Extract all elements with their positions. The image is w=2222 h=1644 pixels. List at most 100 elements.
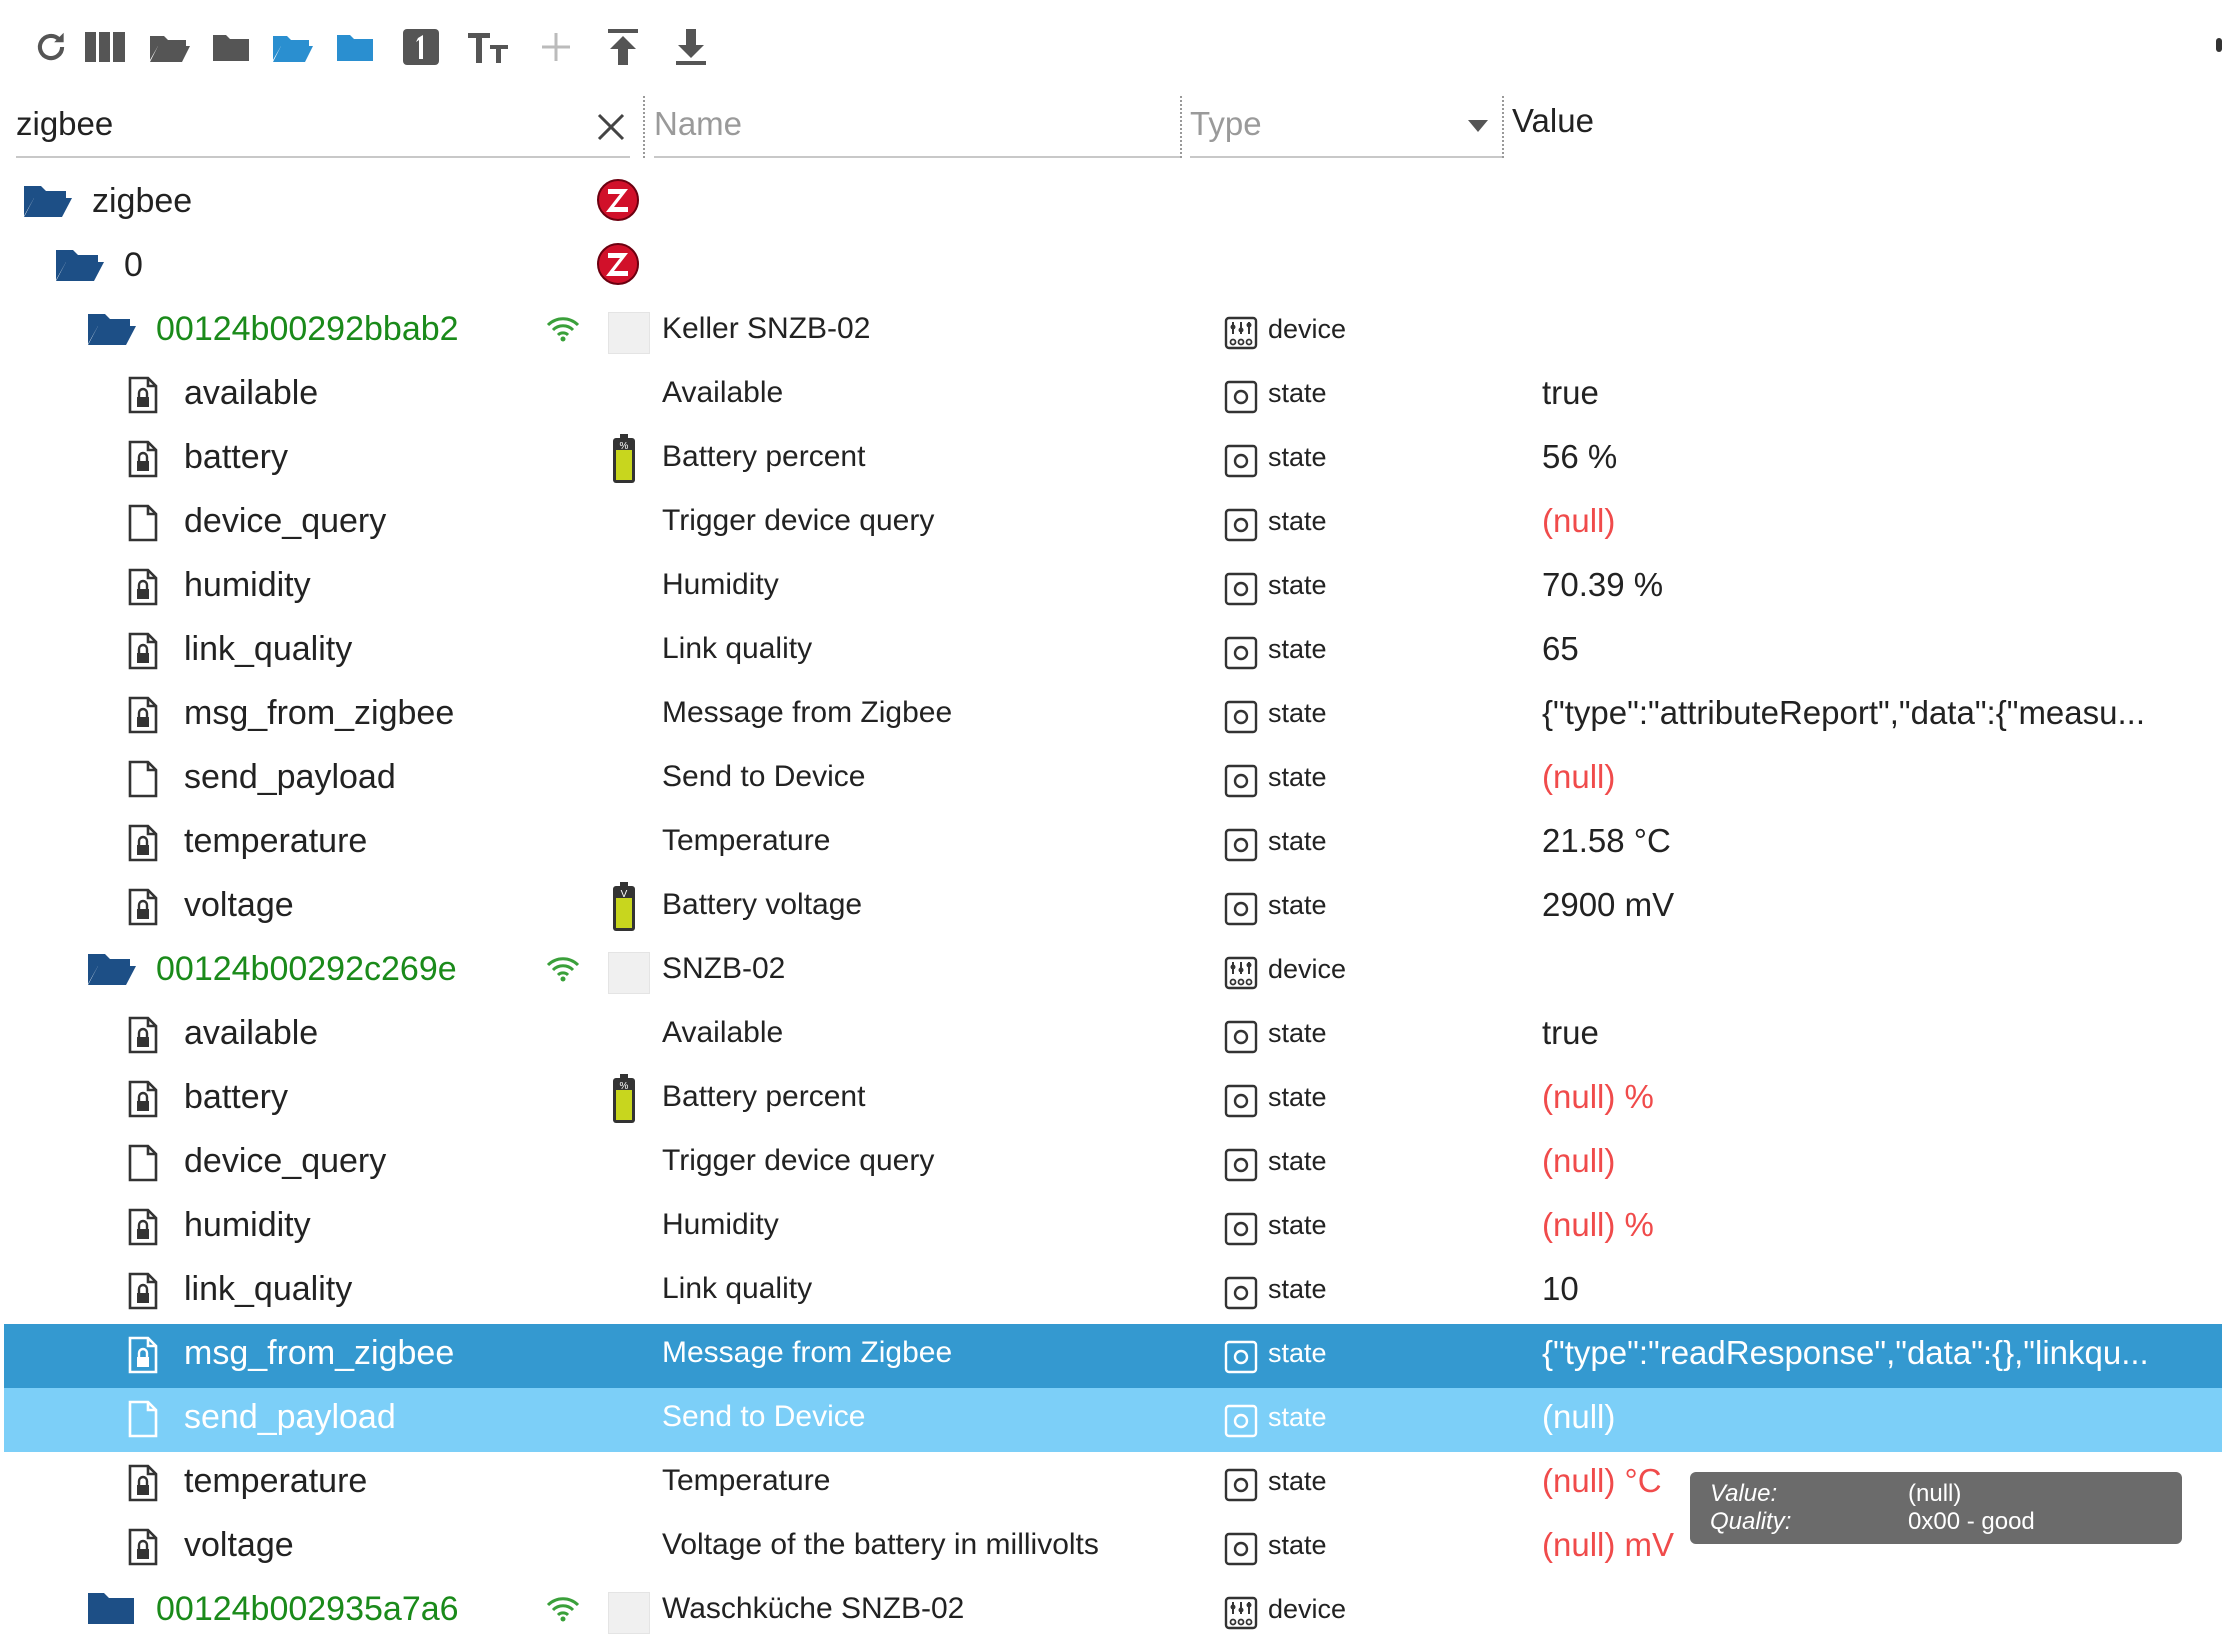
state-type-label: state [1268,506,1327,536]
state-value[interactable]: (null) [1542,1398,1616,1435]
wifi-signal-icon [546,1596,580,1627]
state-value[interactable]: {"type":"readResponse","data":{},"linkqu… [1542,1334,2149,1371]
tree-row-instance[interactable]: 0 [4,236,2222,300]
state-type-label: state [1268,1210,1327,1240]
folder-open-icon[interactable] [88,952,136,991]
folder-open-icon[interactable] [24,184,72,223]
state-id: send_payload [184,1398,396,1436]
tree-row-state[interactable]: send_payload Send to Device state (null) [4,1388,2222,1452]
state-value[interactable]: 2900 mV [1542,886,1675,923]
folder-open-icon[interactable] [145,22,195,72]
refresh-icon[interactable] [26,22,76,72]
state-type-icon [1224,1148,1258,1187]
state-type-icon [1224,1532,1258,1571]
state-type-label: state [1268,762,1327,792]
tree-row-state[interactable]: msg_from_zigbee Message from Zigbee state {… [4,1324,2222,1388]
state-value[interactable]: (null) % [1542,1206,1654,1243]
type-filter-select[interactable] [1190,96,1502,152]
tree-row-state[interactable]: send_payload Send to Device state (null) [4,748,2222,812]
tree-row-state[interactable]: temperature Temperature state (null) °C [4,1452,2222,1516]
state-type-label: state [1268,442,1327,472]
state-type-icon [1224,1020,1258,1059]
state-locked-file-icon [128,1016,158,1059]
tree-row-state[interactable]: link_quality Link quality state 10 [4,1260,2222,1324]
folder-closed-icon[interactable] [206,22,256,72]
device-type-label: device [1268,314,1347,344]
state-name: Temperature [662,824,831,857]
add-icon[interactable] [531,22,581,72]
tree-row-state[interactable]: msg_from_zigbee Message from Zigbee state {… [4,684,2222,748]
tree-row-state[interactable]: humidity Humidity state (null) % [4,1196,2222,1260]
clear-filter-icon[interactable] [596,112,626,142]
state-value[interactable]: 65 [1542,630,1579,667]
state-value[interactable]: (null) [1542,1142,1616,1179]
folder-open-blue-icon[interactable] [268,22,318,72]
tree-row-state[interactable]: device_query Trigger device query state (nu… [4,1132,2222,1196]
state-value[interactable]: 56 % [1542,438,1618,475]
state-value[interactable]: (null) [1542,758,1616,795]
device-id: 00124b002935a7a6 [156,1590,459,1628]
tree-row-state[interactable]: available Available state true [4,364,2222,428]
state-type-label: state [1268,378,1327,408]
columns-icon[interactable] [80,22,130,72]
state-locked-file-icon [128,1208,158,1251]
tooltip-quality: 0x00 - good [1908,1508,2035,1535]
state-type-label: state [1268,890,1327,920]
tree-row-device[interactable]: 00124b00292bbab2 Keller SNZB-02 device [4,300,2222,364]
state-locked-file-icon [128,1080,158,1123]
state-type-label: state [1268,698,1327,728]
state-value[interactable]: true [1542,374,1599,411]
folder-closed-icon[interactable] [88,1592,134,1629]
state-name: Trigger device query [662,1144,935,1177]
state-type-icon [1224,764,1258,803]
state-type-label: state [1268,570,1327,600]
upload-icon[interactable] [598,22,648,72]
tree-row-root[interactable]: zigbee [4,172,2222,236]
tree-row-device[interactable]: 00124b00292c269e SNZB-02 device [4,940,2222,1004]
tree-row-state[interactable]: link_quality Link quality state 65 [4,620,2222,684]
folder-open-icon[interactable] [56,248,104,287]
state-name: Voltage of the battery in millivolts [662,1528,1099,1561]
battery-icon: V [612,882,636,937]
tree-row-state[interactable]: battery% Battery percent state (null) % [4,1068,2222,1132]
state-type-label: state [1268,1530,1327,1560]
state-value[interactable]: {"type":"attributeReport","data":{"measu… [1542,694,2145,731]
text-size-icon[interactable] [464,22,514,72]
state-value[interactable]: (null) mV [1542,1526,1675,1563]
tree-row-state[interactable]: device_query Trigger device query state (nu… [4,492,2222,556]
folder-open-icon[interactable] [88,312,136,351]
tree-row-state[interactable]: voltage Voltage of the battery in millivo… [4,1516,2222,1580]
tree-row-state[interactable]: battery% Battery percent state 56 % [4,428,2222,492]
state-value[interactable]: 21.58 °C [1542,822,1671,859]
tree-row-state[interactable]: voltage V Battery voltage state 2900 mV [4,876,2222,940]
tree-row-state[interactable]: temperature Temperature state 21.58 °C [4,812,2222,876]
state-id: battery [184,1078,288,1116]
number-one-icon[interactable] [396,22,446,72]
type-filter[interactable] [1190,96,1502,158]
state-type-icon [1224,700,1258,739]
state-id: msg_from_zigbee [184,694,455,732]
id-filter-input[interactable] [16,96,630,152]
state-id: voltage [184,1526,294,1564]
tree-row-state[interactable]: humidity Humidity state 70.39 % [4,556,2222,620]
folder-closed-blue-icon[interactable] [330,22,380,72]
tree-row-state[interactable]: available Available state true [4,1004,2222,1068]
state-value[interactable]: (null) [1542,502,1616,539]
download-icon[interactable] [666,22,716,72]
state-id: send_payload [184,758,396,796]
state-value[interactable]: (null) °C [1542,1462,1662,1499]
state-id: temperature [184,1462,368,1500]
device-type-label: device [1268,954,1347,984]
state-value[interactable]: 10 [1542,1270,1579,1307]
state-value[interactable]: 70.39 % [1542,566,1664,603]
state-type-label: state [1268,1146,1327,1176]
state-value[interactable]: (null) % [1542,1078,1654,1115]
device-type-label: device [1268,1594,1347,1624]
tree-row-device[interactable]: 00124b002935a7a6 Waschküche SNZB-02 device [4,1580,2222,1644]
name-filter-input[interactable] [654,96,1180,152]
state-value[interactable]: true [1542,1014,1599,1051]
state-type-icon [1224,444,1258,483]
state-type-label: state [1268,1082,1327,1112]
device-name: Keller SNZB-02 [662,312,871,345]
state-type-label: state [1268,1338,1327,1368]
